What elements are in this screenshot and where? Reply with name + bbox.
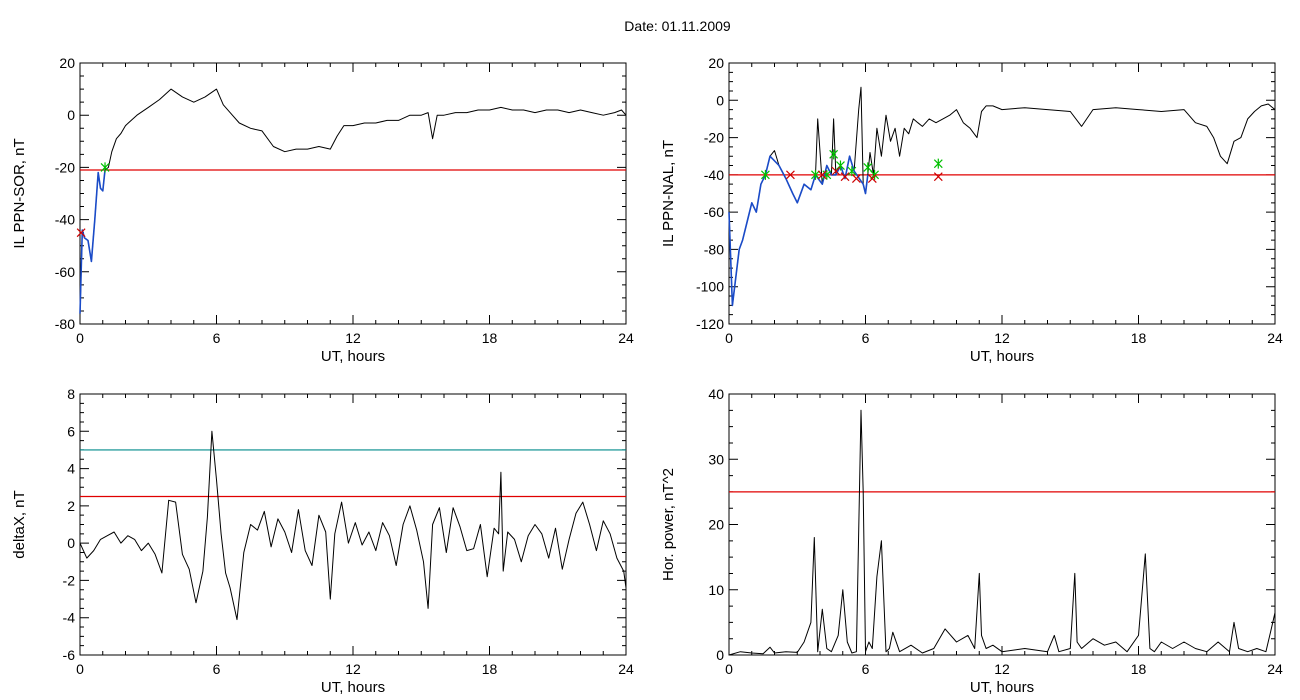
- y-tick-label: -100: [696, 279, 724, 295]
- x-tick-label: 0: [725, 330, 733, 346]
- x-tick-label: 18: [1131, 661, 1147, 677]
- x-tick-label: 18: [1131, 330, 1147, 346]
- x-tick-label: 6: [213, 330, 221, 346]
- series-line: [728, 409, 1276, 656]
- end-marker: [933, 172, 943, 182]
- y-tick-label: -40: [55, 212, 75, 228]
- y-tick-label: -80: [704, 241, 724, 257]
- plot-frame: [728, 62, 1276, 325]
- y-axis-label: Hor. power, nT^2: [660, 468, 677, 581]
- x-tick-label: 18: [482, 661, 498, 677]
- y-tick-label: 20: [708, 55, 724, 71]
- y-tick-label: -20: [704, 130, 724, 146]
- x-tick-label: 24: [1267, 330, 1283, 346]
- plot-frame: [79, 393, 627, 656]
- x-tick-label: 0: [76, 661, 84, 677]
- onset-marker: [836, 160, 845, 171]
- y-tick-label: 6: [67, 423, 75, 439]
- x-axis-label: UT, hours: [970, 679, 1034, 696]
- end-marker: [817, 170, 827, 180]
- substorm-series-line: [79, 169, 106, 314]
- x-tick-label: 6: [862, 330, 870, 346]
- y-tick-label: 0: [716, 647, 724, 663]
- y-tick-label: 8: [67, 386, 75, 402]
- onset-marker: [811, 169, 820, 180]
- end-marker: [840, 172, 850, 182]
- y-tick-label: 0: [67, 535, 75, 551]
- y-tick-label: -80: [55, 316, 75, 332]
- onset-marker: [863, 162, 873, 173]
- y-tick-label: 30: [708, 451, 724, 467]
- y-axis-label: IL PPN-NAL, nT: [660, 140, 677, 247]
- y-tick-label: 40: [708, 386, 724, 402]
- onset-marker: [100, 162, 110, 173]
- axis-ticks: [79, 393, 627, 656]
- y-tick-label: -120: [696, 316, 724, 332]
- y-axis-label: deltaX, nT: [11, 490, 28, 558]
- x-tick-label: 24: [618, 661, 634, 677]
- y-tick-label: -60: [704, 204, 724, 220]
- end-marker: [786, 170, 795, 180]
- onset-marker: [847, 166, 857, 177]
- y-tick-label: 20: [59, 55, 75, 71]
- x-axis-label: UT, hours: [970, 348, 1034, 365]
- x-axis-label: UT, hours: [321, 348, 385, 365]
- y-tick-label: 4: [67, 461, 75, 477]
- x-tick-label: 18: [482, 330, 498, 346]
- onset-marker: [760, 169, 770, 180]
- x-tick-label: 12: [345, 661, 361, 677]
- x-tick-label: 6: [862, 661, 870, 677]
- y-tick-label: -40: [704, 167, 724, 183]
- x-tick-label: 24: [618, 330, 634, 346]
- end-marker: [76, 228, 86, 238]
- series-line: [79, 430, 627, 621]
- x-tick-label: 6: [213, 661, 221, 677]
- x-tick-label: 0: [76, 330, 84, 346]
- x-tick-label: 12: [994, 661, 1010, 677]
- axis-ticks: [728, 393, 1276, 656]
- series-line: [79, 88, 627, 314]
- chart-panel-4: 0 6 12 18 24 0 10 20 30 40 UT, hours Hor. power, nT…: [660, 386, 1283, 696]
- x-tick-label: 12: [345, 330, 361, 346]
- series-line: [728, 86, 1276, 306]
- y-tick-label: 0: [67, 107, 75, 123]
- onset-marker: [933, 158, 943, 169]
- y-tick-label: -20: [55, 159, 75, 175]
- chart-panel-2: 0 6 12 18 24 -120 -100 -80 -60 -40 -20 0 20 UT, hours…: [660, 55, 1283, 365]
- y-tick-label: -60: [55, 264, 75, 280]
- plot-frame: [79, 62, 627, 325]
- y-tick-label: 10: [708, 582, 724, 598]
- substorm-series-line: [728, 155, 869, 307]
- axis-ticks: [728, 62, 1276, 325]
- end-marker: [867, 174, 877, 184]
- axis-ticks: [79, 62, 627, 325]
- y-axis-label: IL PPN-SOR, nT: [11, 138, 28, 248]
- y-tick-label: -6: [63, 647, 76, 663]
- x-tick-label: 24: [1267, 661, 1283, 677]
- y-tick-label: 0: [716, 92, 724, 108]
- y-tick-label: 2: [67, 498, 75, 514]
- figure-title: Date: 01.11.2009: [624, 18, 731, 34]
- chart-panel-1: 0 6 12 18 24 -80 -60 -40 -20 0 20 UT, hours IL PPN-S…: [11, 55, 634, 365]
- x-tick-label: 0: [725, 661, 733, 677]
- y-tick-label: -2: [63, 572, 76, 588]
- onset-marker: [829, 149, 839, 160]
- x-axis-label: UT, hours: [321, 679, 385, 696]
- x-tick-label: 12: [994, 330, 1010, 346]
- y-tick-label: -4: [63, 610, 76, 626]
- end-marker: [831, 166, 841, 176]
- end-marker: [851, 174, 861, 184]
- y-tick-label: 20: [708, 517, 724, 533]
